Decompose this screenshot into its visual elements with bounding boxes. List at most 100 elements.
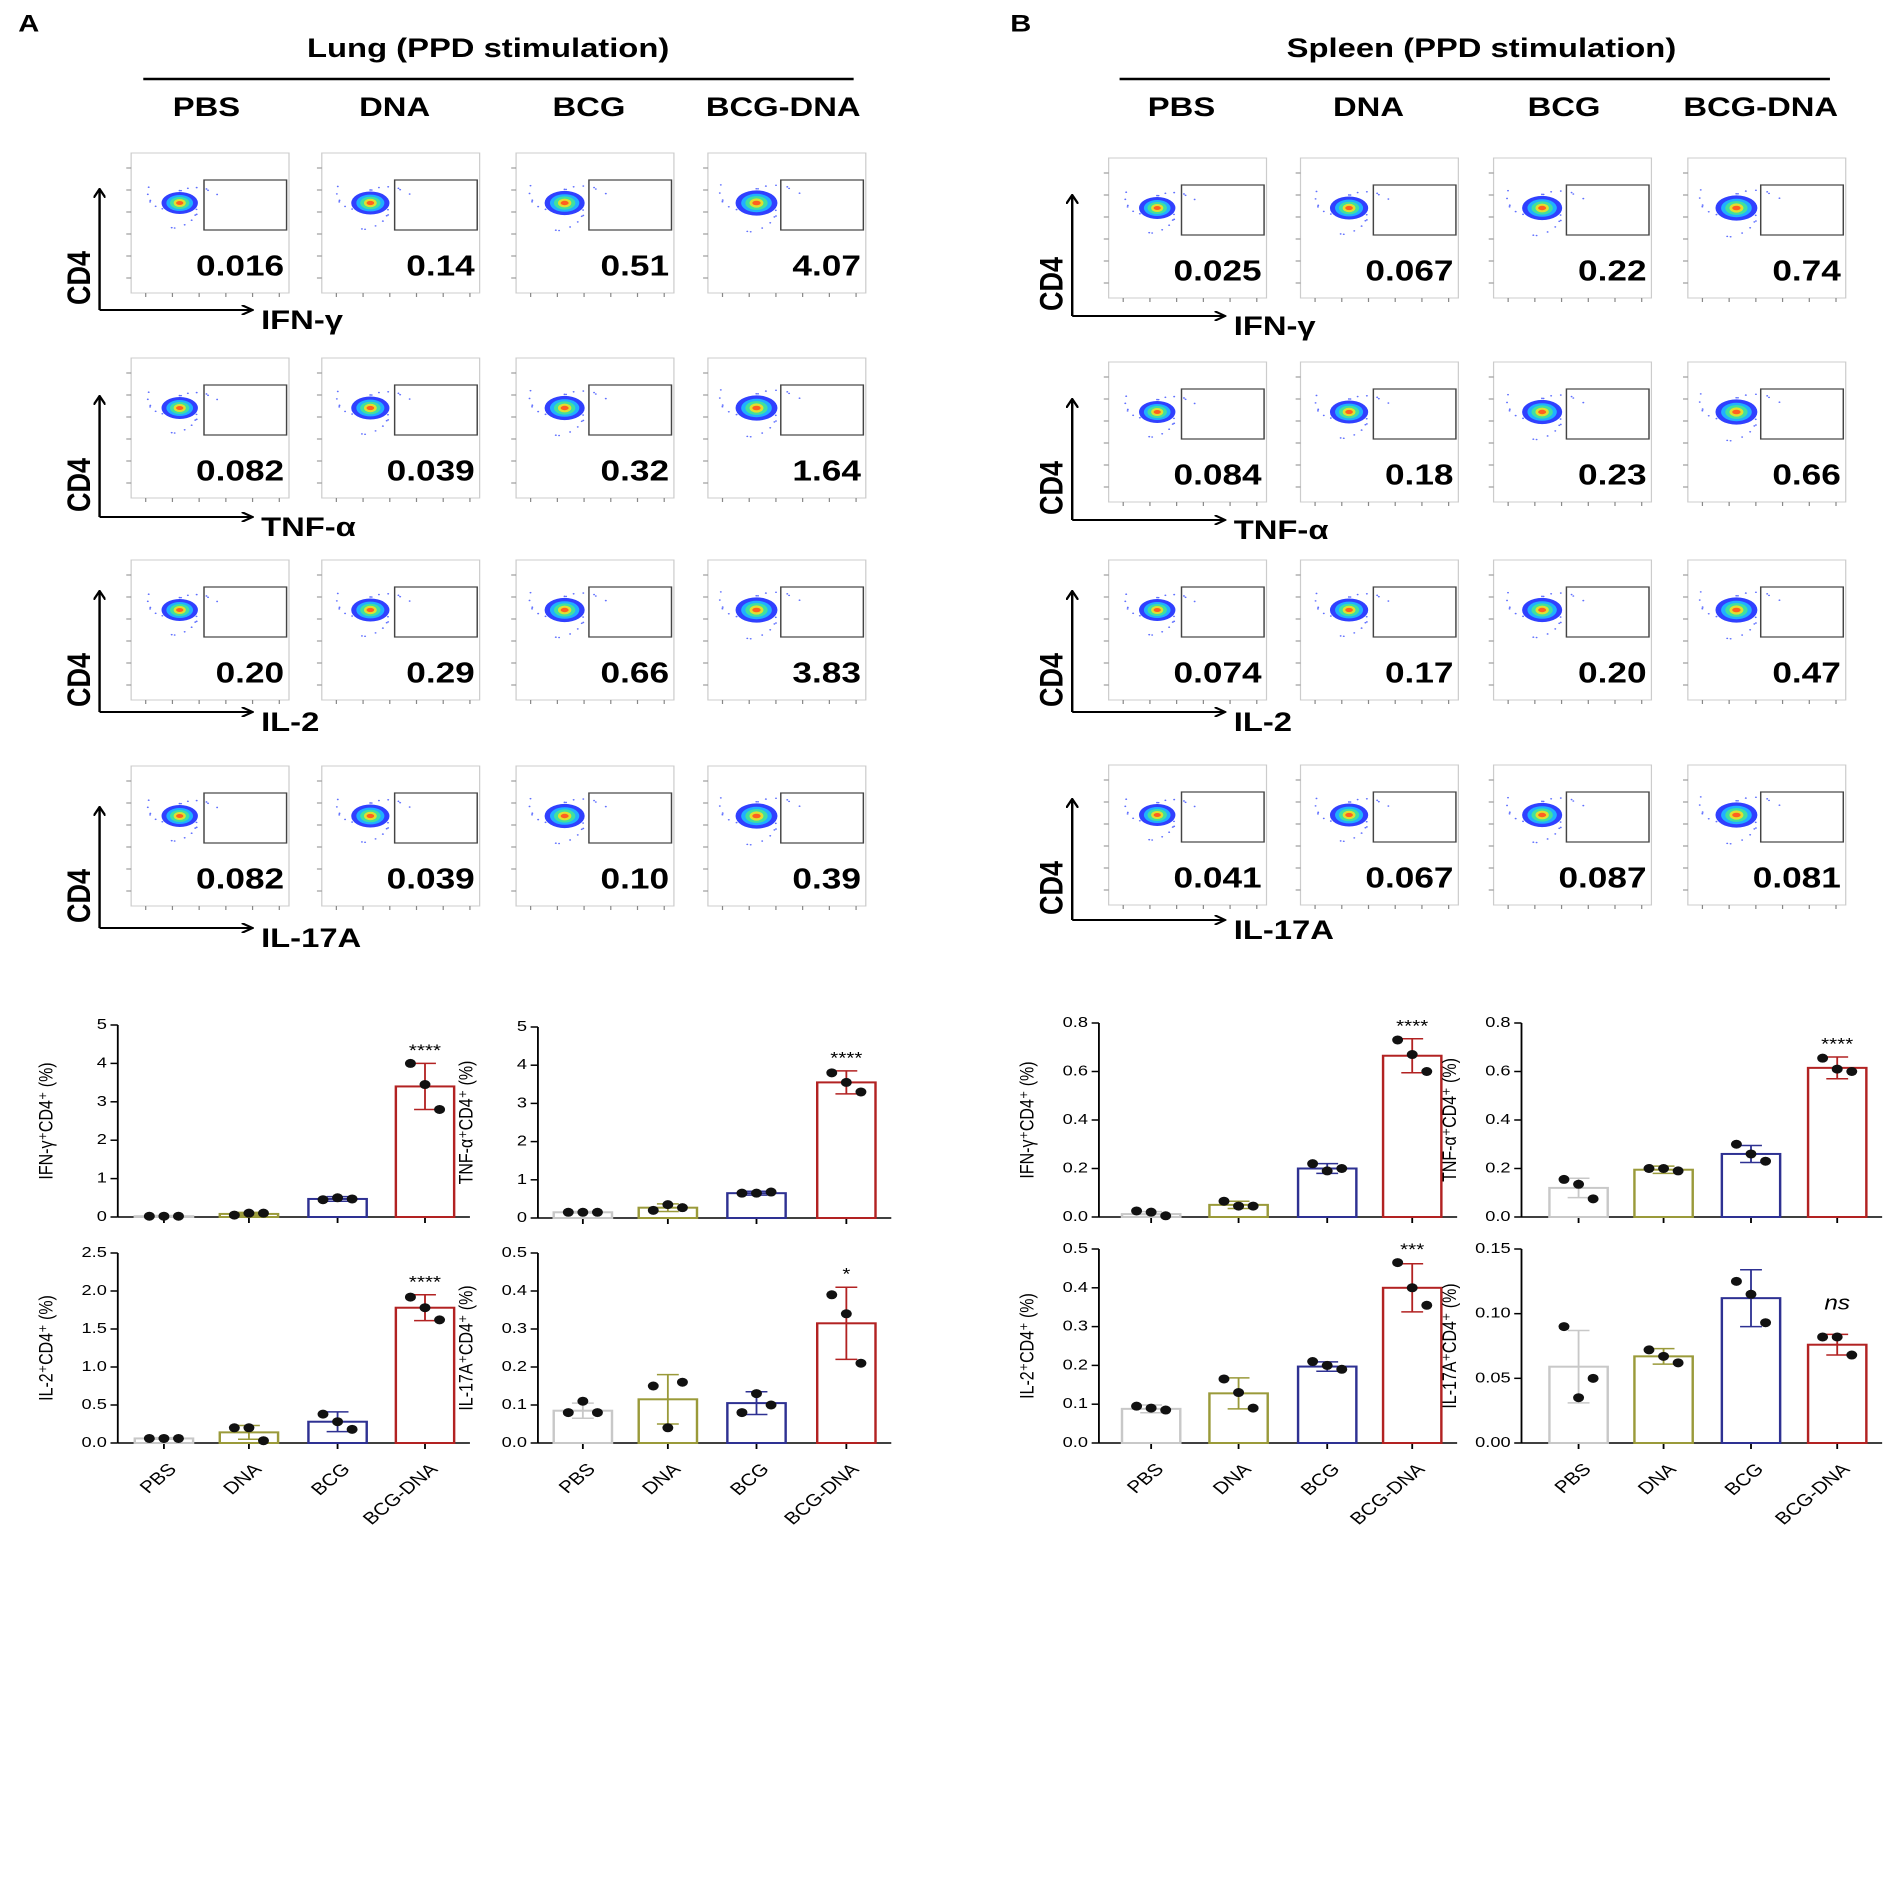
event-dot (1698, 804, 1701, 806)
event-dot (1559, 621, 1562, 624)
event-dot (1754, 220, 1757, 222)
event-dot (1173, 798, 1176, 801)
bar (1120, 1407, 1182, 1444)
event-dot (531, 200, 534, 203)
event-dot (1317, 811, 1320, 814)
gate-frequency: 0.025 (1174, 255, 1262, 287)
event-dot (1322, 612, 1325, 615)
plot-frame (515, 357, 675, 499)
plot-frame (130, 152, 290, 294)
event-dot (558, 229, 561, 232)
event-dot (719, 797, 722, 799)
gate (588, 792, 673, 844)
event-dot (537, 818, 540, 821)
panel-label: A (18, 10, 39, 37)
data-point (1846, 1350, 1858, 1360)
event-dot (1754, 616, 1757, 619)
event-dot (1749, 430, 1752, 433)
y-axis-label: CD4 (1034, 461, 1070, 515)
data-point (143, 1211, 155, 1221)
event-dot (195, 186, 198, 189)
event-dot (1329, 213, 1332, 215)
gate (780, 384, 865, 436)
gate-frequency: 0.23 (1578, 459, 1647, 491)
data-point (736, 1408, 748, 1418)
plot-frame (1492, 361, 1653, 503)
event-dot (387, 621, 390, 623)
event-dot (1701, 205, 1704, 208)
density (752, 607, 761, 613)
x-tick-label: BCG-DNA (1771, 1460, 1855, 1529)
event-dot (408, 600, 411, 602)
event-dot (385, 827, 388, 830)
event-dot (194, 419, 197, 421)
event-dot (1138, 212, 1141, 215)
event-dot (1753, 425, 1756, 427)
gate (203, 384, 288, 436)
event-dot (1184, 398, 1187, 401)
event-dot (387, 827, 390, 829)
event-dot (161, 820, 164, 823)
plot-frame (1492, 764, 1653, 906)
event-dot (408, 193, 411, 195)
plot-frame (1108, 361, 1268, 503)
event-dot (146, 398, 149, 401)
plot-frame (1687, 559, 1847, 701)
significance: * (842, 1265, 851, 1284)
event-dot (344, 205, 347, 208)
event-dot (1698, 599, 1701, 601)
data-point (173, 1433, 184, 1443)
data-point (243, 1208, 255, 1218)
event-dot (183, 836, 186, 839)
event-dot (718, 192, 721, 194)
event-dot (1342, 840, 1345, 843)
y-tick-label: 0.0 (1063, 1207, 1088, 1224)
event-dot (1582, 599, 1585, 602)
event-dot (1126, 606, 1129, 609)
data-point (1587, 1373, 1599, 1383)
event-dot (1542, 193, 1545, 196)
y-axis-label: IL-17A⁺CD4⁺ (%) (1439, 1283, 1461, 1408)
event-dot (735, 821, 738, 824)
event-dot (335, 806, 338, 808)
event-dot (1532, 234, 1535, 236)
y-tick-label: 0.4 (502, 1281, 527, 1298)
event-dot (1559, 616, 1562, 618)
event-dot (195, 213, 198, 216)
density (176, 201, 184, 205)
plot-frame (130, 765, 290, 907)
y-tick-label: 2 (517, 1132, 527, 1149)
y-tick-label: 0.2 (1063, 1159, 1088, 1176)
event-dot (149, 608, 152, 610)
plot-frame (130, 357, 290, 499)
group-header: PBS (1148, 93, 1215, 123)
event-dot (1514, 414, 1517, 417)
event-dot (154, 818, 157, 821)
x-axis-label: IL-2 (261, 708, 319, 738)
event-dot (1736, 594, 1739, 597)
event-dot (1508, 607, 1511, 610)
data-point (332, 1417, 344, 1427)
gate-frequency: 0.087 (1558, 862, 1646, 894)
event-dot (558, 434, 561, 437)
event-dot (1754, 821, 1757, 824)
event-dot (1554, 628, 1557, 630)
event-dot (775, 622, 777, 624)
event-dot (178, 394, 181, 397)
x-axis-label: TNF-α (1234, 516, 1329, 546)
event-dot (528, 192, 531, 195)
event-dot (1132, 817, 1135, 820)
event-dot (180, 394, 183, 397)
event-dot (335, 600, 338, 602)
event-dot (1126, 410, 1129, 412)
x-tick-label: BCG-DNA (359, 1460, 443, 1529)
event-dot (1364, 423, 1367, 426)
event-dot (377, 593, 380, 596)
event-dot (205, 595, 208, 597)
event-dot (563, 595, 566, 598)
density (1345, 409, 1353, 415)
data-point (577, 1207, 589, 1217)
event-dot (774, 822, 777, 825)
event-dot (1726, 842, 1729, 845)
event-dot (1735, 594, 1738, 597)
